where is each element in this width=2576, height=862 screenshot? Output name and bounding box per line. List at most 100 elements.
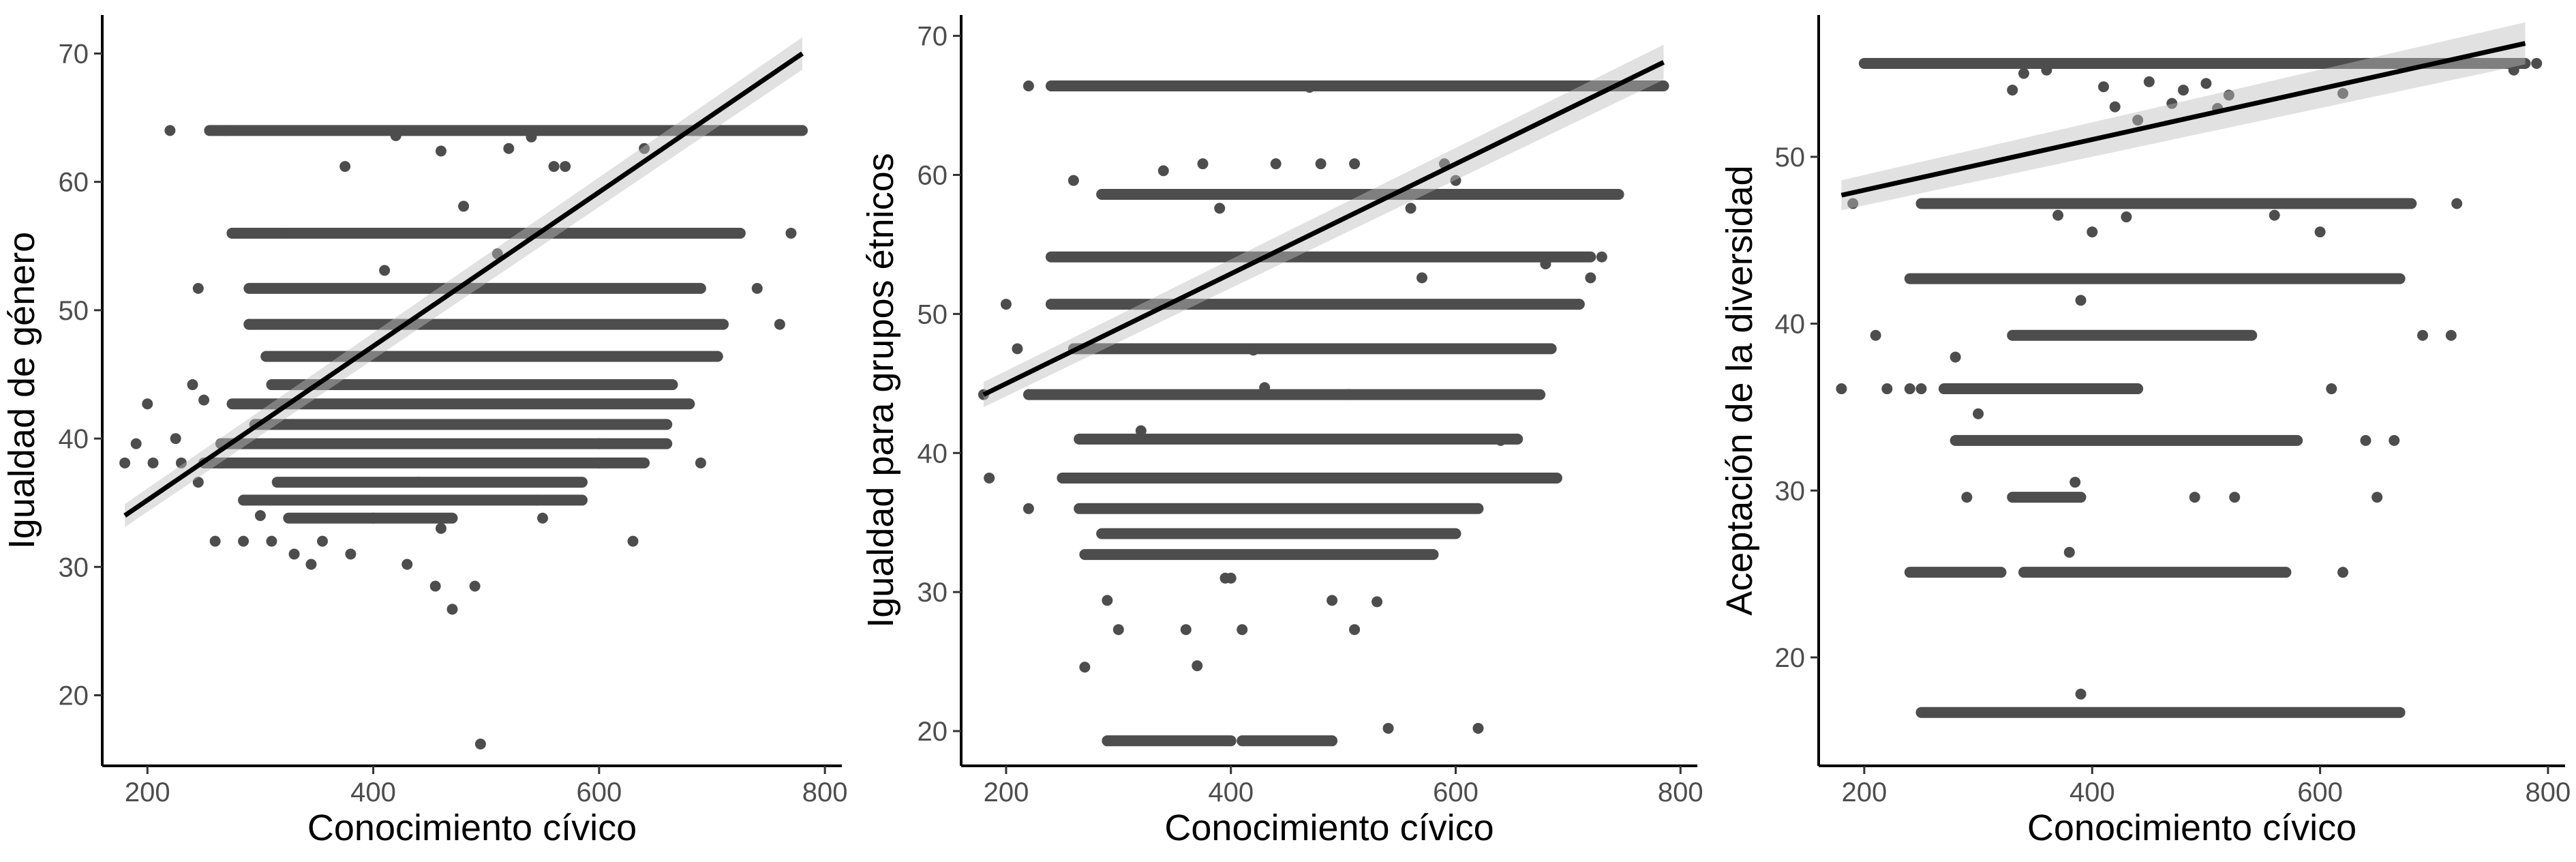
x-axis-title: Conocimiento cívico xyxy=(307,807,637,848)
data-point xyxy=(1405,203,1416,214)
data-point xyxy=(2166,98,2178,109)
data-point xyxy=(277,227,289,239)
data-point xyxy=(1112,624,1124,636)
y-tick-label: 20 xyxy=(59,681,89,711)
data-point xyxy=(238,535,249,547)
y-tick-label: 20 xyxy=(1775,643,1806,673)
panel-1: 200 400 600 800 20 30 40 50 60 70 Conocimiento cív… xyxy=(1,15,848,848)
data-point xyxy=(187,379,198,391)
data-point xyxy=(243,318,255,330)
data-point xyxy=(367,512,379,524)
data-point xyxy=(1596,251,1607,263)
data-point xyxy=(1349,624,1361,636)
data-point xyxy=(1416,272,1428,284)
x-tick-label: 600 xyxy=(2297,777,2343,807)
data-point xyxy=(390,130,401,141)
data-point xyxy=(2372,492,2383,503)
data-point xyxy=(1067,175,1079,186)
data-point xyxy=(560,161,571,173)
data-point xyxy=(458,200,470,212)
data-point xyxy=(345,548,357,560)
regression-line xyxy=(982,60,1665,397)
x-tick-label: 600 xyxy=(1433,777,1479,807)
data-point xyxy=(1585,272,1596,284)
data-point xyxy=(627,535,639,547)
y-tick-label: 60 xyxy=(918,160,948,190)
data-point xyxy=(531,494,543,506)
data-point xyxy=(1904,383,1915,395)
y-tick-label: 30 xyxy=(918,578,948,608)
y-tick-label: 30 xyxy=(59,552,89,582)
data-point xyxy=(639,143,650,154)
data-point xyxy=(1881,383,1893,395)
data-point xyxy=(2200,78,2212,89)
data-point xyxy=(2269,209,2280,221)
data-point xyxy=(1000,299,1012,310)
data-point xyxy=(2497,57,2509,69)
data-point xyxy=(401,559,413,570)
y-tick-label: 60 xyxy=(59,168,89,198)
data-point xyxy=(1349,158,1361,170)
data-point xyxy=(2445,329,2457,341)
data-point xyxy=(2063,546,2075,558)
data-point xyxy=(2508,64,2519,76)
data-point xyxy=(1327,595,1338,606)
data-point xyxy=(2189,492,2200,503)
panel-2: 200 400 600 800 20 30 40 50 60 70 Conocimiento cív… xyxy=(860,15,1703,848)
data-point xyxy=(526,131,537,143)
y-tick-label: 50 xyxy=(918,299,948,329)
data-point xyxy=(226,227,238,239)
data-point xyxy=(1079,662,1091,673)
data-point xyxy=(2326,383,2337,395)
data-point xyxy=(2177,85,2189,96)
data-point xyxy=(2075,295,2087,306)
data-point xyxy=(1372,596,1383,608)
y-tick-label: 40 xyxy=(59,424,89,454)
confidence-band xyxy=(1841,22,2526,211)
data-point xyxy=(2531,57,2543,69)
data-point xyxy=(474,739,486,750)
regression-line xyxy=(1840,41,2526,198)
data-point xyxy=(2451,198,2463,209)
data-point xyxy=(164,125,176,136)
y-tick-label: 50 xyxy=(59,296,89,326)
y-axis-title: Aceptación de la diversidad xyxy=(1719,165,1760,615)
x-tick-label: 400 xyxy=(350,777,396,807)
data-point xyxy=(192,282,204,294)
data-point xyxy=(2109,101,2121,113)
data-point xyxy=(2041,64,2052,76)
data-point xyxy=(1022,503,1034,514)
data-point xyxy=(2143,76,2155,87)
data-point xyxy=(379,265,391,276)
data-point xyxy=(412,477,424,488)
x-axis-title: Conocimiento cívico xyxy=(1164,807,1494,848)
data-point xyxy=(446,604,458,615)
data-point xyxy=(1315,158,1327,170)
x-tick-label: 400 xyxy=(2070,777,2115,807)
data-point xyxy=(1247,344,1259,356)
data-point xyxy=(1915,383,1927,395)
data-point xyxy=(548,161,560,173)
data-point xyxy=(1950,351,1961,363)
data-point xyxy=(984,472,995,484)
data-point xyxy=(209,535,221,547)
data-point xyxy=(288,548,300,560)
data-point xyxy=(2070,477,2081,488)
data-point xyxy=(695,457,706,469)
data-point xyxy=(435,145,446,157)
data-point xyxy=(1022,80,1034,91)
data-point xyxy=(774,318,785,330)
data-point xyxy=(1495,434,1506,446)
data-point xyxy=(1343,389,1354,400)
data-point xyxy=(2314,226,2326,238)
data-point xyxy=(192,477,204,488)
y-tick-label: 40 xyxy=(1775,310,1806,340)
panel-3: 200 400 600 800 20 30 40 50 Conocimiento cívico A… xyxy=(1719,15,2571,848)
data-point xyxy=(170,433,181,445)
y-tick-label: 70 xyxy=(918,22,948,52)
data-point xyxy=(2075,688,2087,700)
y-axis-title: Igualdad para grupos étnicos xyxy=(860,153,901,628)
data-point xyxy=(435,522,446,534)
data-point xyxy=(175,457,187,469)
data-point xyxy=(1382,722,1394,734)
